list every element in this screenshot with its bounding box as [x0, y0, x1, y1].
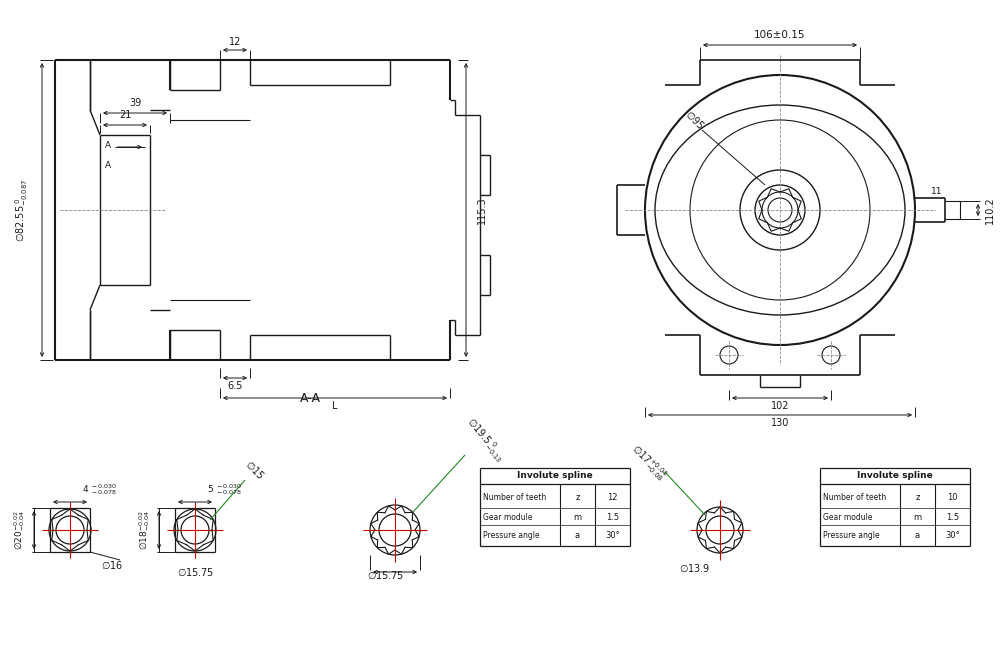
Text: $\emptyset$19.5$^{\ 0}_{-0.13}$: $\emptyset$19.5$^{\ 0}_{-0.13}$ — [462, 415, 508, 465]
Text: 110.2: 110.2 — [985, 196, 995, 224]
Text: 39: 39 — [129, 98, 141, 108]
Text: A: A — [105, 140, 111, 150]
Text: 6.5: 6.5 — [227, 381, 243, 391]
Text: $\emptyset$16: $\emptyset$16 — [101, 559, 123, 571]
Text: Number of teeth: Number of teeth — [483, 493, 546, 502]
Text: A-A: A-A — [300, 391, 320, 404]
Text: A: A — [105, 161, 111, 170]
Text: 21: 21 — [119, 110, 131, 120]
Text: 130: 130 — [771, 418, 789, 428]
Text: 1.5: 1.5 — [606, 514, 619, 523]
Text: 30°: 30° — [605, 530, 620, 540]
Text: $\emptyset$82.55$^{\ 0}_{-0.087}$: $\emptyset$82.55$^{\ 0}_{-0.087}$ — [14, 178, 30, 242]
Text: Gear module: Gear module — [483, 514, 532, 523]
Text: $\emptyset$13.9: $\emptyset$13.9 — [679, 562, 711, 574]
Text: $\emptyset$15.75: $\emptyset$15.75 — [367, 569, 403, 581]
Text: $\emptyset$15: $\emptyset$15 — [243, 458, 267, 482]
Text: Pressure angle: Pressure angle — [483, 530, 540, 540]
Text: a: a — [915, 530, 920, 540]
Text: 102: 102 — [771, 401, 789, 411]
Text: $\emptyset$18$^{-0.02}_{-0.04}$: $\emptyset$18$^{-0.02}_{-0.04}$ — [138, 510, 152, 550]
Text: z: z — [575, 493, 580, 502]
Text: 10: 10 — [947, 493, 958, 502]
Text: 30°: 30° — [945, 530, 960, 540]
Text: $\emptyset$17$^{+0.04}_{-0.08}$: $\emptyset$17$^{+0.04}_{-0.08}$ — [627, 441, 669, 484]
Text: 106±0.15: 106±0.15 — [754, 30, 806, 40]
Text: 1.5: 1.5 — [946, 514, 959, 523]
Text: 115.3: 115.3 — [477, 196, 487, 224]
Text: Gear module: Gear module — [823, 514, 872, 523]
Text: $\emptyset$95: $\emptyset$95 — [683, 108, 707, 132]
Text: $4^{\ -0.030}_{\ -0.078}$: $4^{\ -0.030}_{\ -0.078}$ — [82, 482, 117, 497]
Text: Number of teeth: Number of teeth — [823, 493, 886, 502]
Text: $\emptyset$15.75: $\emptyset$15.75 — [177, 566, 213, 578]
Text: z: z — [915, 493, 920, 502]
Text: L: L — [332, 401, 338, 411]
Text: 12: 12 — [607, 493, 618, 502]
Text: $\emptyset$20$^{-0.02}_{-0.04}$: $\emptyset$20$^{-0.02}_{-0.04}$ — [13, 510, 27, 550]
Text: m: m — [573, 514, 582, 523]
Text: m: m — [913, 514, 922, 523]
Text: $5^{\ -0.030}_{\ -0.078}$: $5^{\ -0.030}_{\ -0.078}$ — [207, 482, 242, 497]
Text: 11: 11 — [931, 187, 943, 196]
Text: Involute spline: Involute spline — [517, 471, 593, 480]
Text: a: a — [575, 530, 580, 540]
Text: Involute spline: Involute spline — [857, 471, 933, 480]
Text: 12: 12 — [229, 37, 241, 47]
Text: Pressure angle: Pressure angle — [823, 530, 880, 540]
